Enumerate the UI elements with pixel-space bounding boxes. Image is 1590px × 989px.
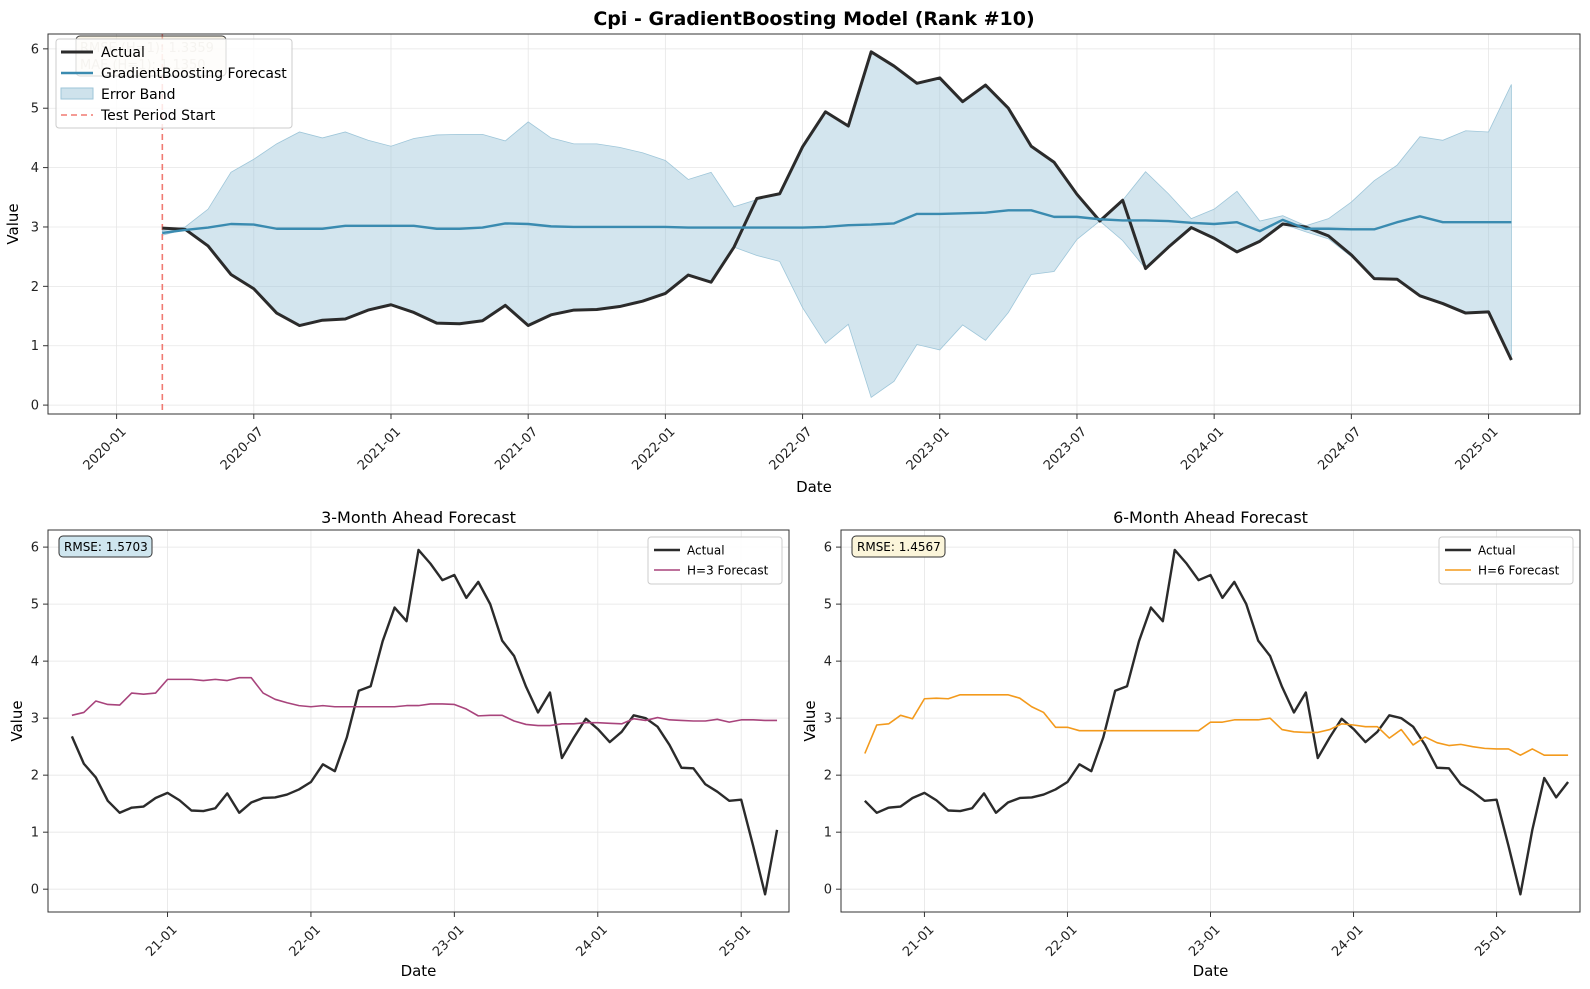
legend-box bbox=[55, 38, 293, 129]
y-tick-label: 5 bbox=[824, 598, 832, 613]
y-tick-label: 6 bbox=[824, 541, 832, 556]
y-tick-label: 1 bbox=[31, 339, 39, 354]
y-tick-label: 2 bbox=[31, 769, 39, 784]
legend-swatch-band bbox=[60, 87, 94, 100]
rmse-box bbox=[58, 535, 153, 558]
y-tick-label: 3 bbox=[824, 712, 832, 727]
panel-title: 3-Month Ahead Forecast bbox=[321, 508, 516, 527]
rmse-box bbox=[851, 535, 946, 558]
y-tick-label: 2 bbox=[824, 769, 832, 784]
plot-frame bbox=[47, 33, 1581, 415]
legend-label: Error Band bbox=[101, 87, 176, 103]
legend-label: Actual bbox=[1478, 544, 1516, 558]
figure-title: Cpi - GradientBoosting Model (Rank #10) bbox=[593, 8, 1034, 30]
x-axis-label: Date bbox=[796, 478, 832, 496]
y-tick-label: 6 bbox=[31, 42, 39, 57]
y-tick-label: 5 bbox=[31, 102, 39, 117]
x-axis-label: Date bbox=[1193, 962, 1229, 980]
y-axis-label: Value bbox=[801, 700, 819, 741]
y-tick-label: 5 bbox=[31, 598, 39, 613]
y-tick-label: 1 bbox=[31, 826, 39, 841]
y-tick-label: 2 bbox=[31, 280, 39, 295]
legend-label: H=3 Forecast bbox=[687, 564, 769, 578]
y-tick-label: 3 bbox=[31, 712, 39, 727]
actual-line bbox=[863, 548, 1570, 896]
legend-box bbox=[1438, 536, 1574, 585]
forecast-line bbox=[162, 209, 1512, 235]
plot-frame bbox=[840, 529, 1581, 913]
panel-title: 6-Month Ahead Forecast bbox=[1113, 508, 1308, 527]
x-axis-label: Date bbox=[401, 962, 437, 980]
actual-line bbox=[70, 548, 779, 896]
actual-line bbox=[162, 50, 1513, 361]
legend-label: Test Period Start bbox=[100, 108, 216, 124]
rmse-box-text: RMSE: 1.5703 bbox=[64, 540, 148, 554]
plot-frame bbox=[47, 529, 790, 913]
rmse-box-text: RMSE: 1.4567 bbox=[857, 540, 941, 554]
y-axis-label: Value bbox=[4, 203, 22, 244]
y-tick-label: 4 bbox=[824, 655, 832, 670]
forecast-line bbox=[864, 693, 1569, 757]
y-tick-label: 1 bbox=[824, 826, 832, 841]
y-axis-label: Value bbox=[8, 700, 26, 741]
y-tick-label: 4 bbox=[31, 655, 39, 670]
y-tick-label: 6 bbox=[31, 541, 39, 556]
y-tick-label: 4 bbox=[31, 161, 39, 176]
forecast-line bbox=[71, 676, 778, 727]
legend-label: H=6 Forecast bbox=[1478, 564, 1560, 578]
y-tick-label: 0 bbox=[31, 399, 39, 414]
y-tick-label: 0 bbox=[824, 883, 832, 898]
y-tick-label: 3 bbox=[31, 220, 39, 235]
legend-box bbox=[647, 536, 783, 585]
legend-label: Actual bbox=[101, 45, 145, 61]
legend-label: GradientBoosting Forecast bbox=[101, 66, 287, 82]
legend-label: Actual bbox=[687, 544, 725, 558]
y-tick-label: 0 bbox=[31, 883, 39, 898]
